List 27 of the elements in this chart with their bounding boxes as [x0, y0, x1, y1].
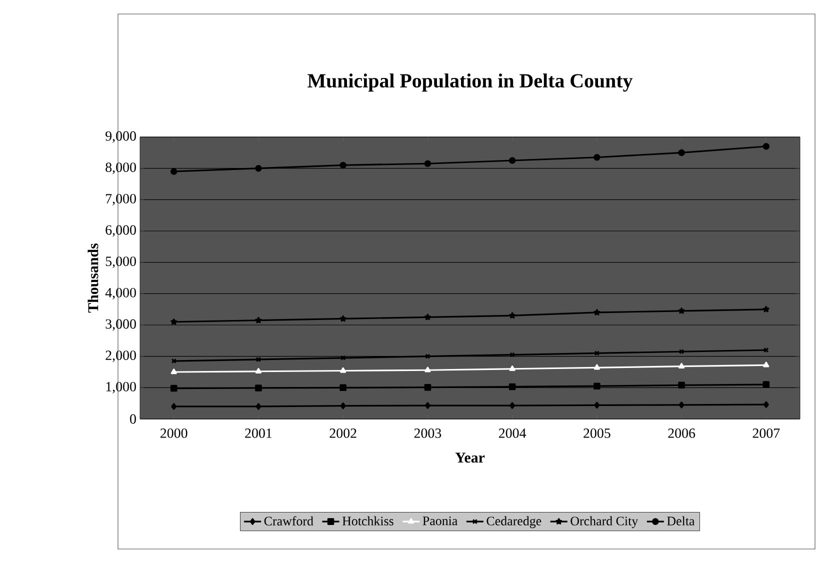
y-tick-label: 7,000: [106, 194, 136, 206]
legend-label: Delta: [667, 516, 695, 526]
x-tick-label: 2003: [414, 428, 442, 438]
x-tick-label: 2002: [330, 428, 356, 438]
y-tick-label: 2,000: [106, 350, 136, 362]
x-tick-label: 2001: [245, 428, 272, 438]
x-tick-label: 2000: [160, 428, 188, 438]
y-tick-label: 0: [130, 414, 136, 424]
legend-label: Crawford: [264, 516, 314, 526]
legend-label: Hotchkiss: [342, 516, 394, 526]
x-tick-label: 2005: [584, 428, 610, 438]
y-tick-label: 4,000: [105, 288, 136, 300]
y-axis-title: Thousands: [88, 243, 98, 313]
x-tick-label: 2006: [668, 428, 696, 438]
legend-label: Cedaredge: [486, 516, 542, 528]
x-axis-title: Year: [455, 452, 485, 463]
y-tick-label: 9,000: [106, 131, 136, 143]
legend-label: Paonia: [422, 516, 458, 526]
y-tick-label: 6,000: [106, 225, 136, 237]
x-tick-label: 2004: [498, 428, 526, 438]
y-tick-label: 8,000: [106, 162, 136, 174]
legend-label: Orchard City: [570, 516, 638, 528]
y-tick-label: 5,000: [106, 256, 136, 268]
y-tick-label: 1,000: [106, 382, 136, 394]
x-tick-label: 2007: [752, 428, 780, 438]
y-tick-label: 3,000: [106, 319, 136, 331]
chart-title: Municipal Population in Delta County: [308, 74, 633, 92]
